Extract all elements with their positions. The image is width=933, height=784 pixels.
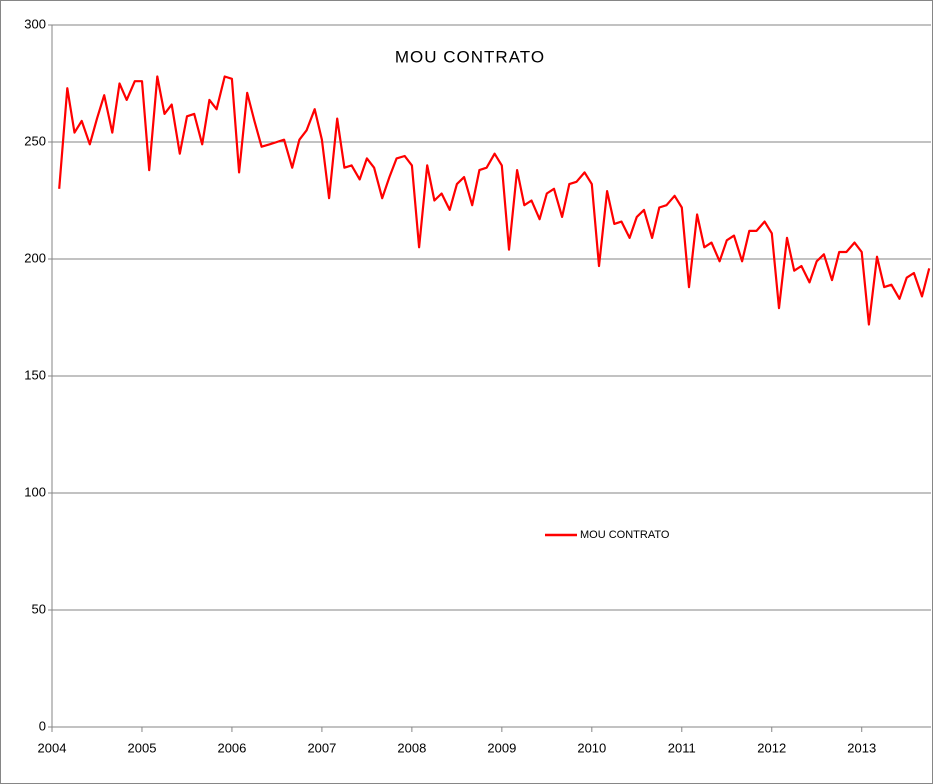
x-tick-label: 2009 xyxy=(487,740,516,755)
chart-title: MOU CONTRATO xyxy=(395,47,545,66)
x-tick-label: 2010 xyxy=(577,740,606,755)
y-tick-label: 300 xyxy=(24,16,46,31)
y-tick-label: 250 xyxy=(24,133,46,148)
y-tick-label: 100 xyxy=(24,484,46,499)
y-tick-label: 200 xyxy=(24,250,46,265)
y-tick-label: 150 xyxy=(24,367,46,382)
legend-label: MOU CONTRATO xyxy=(580,529,670,541)
x-tick-label: 2007 xyxy=(307,740,336,755)
x-tick-label: 2004 xyxy=(38,740,67,755)
x-tick-label: 2011 xyxy=(668,740,696,755)
x-tick-label: 2006 xyxy=(217,740,246,755)
series-line xyxy=(58,75,931,326)
y-tick-label: 0 xyxy=(39,718,46,733)
x-tick-label: 2013 xyxy=(847,740,876,755)
y-tick-label: 50 xyxy=(32,601,46,616)
x-tick-label: 2008 xyxy=(397,740,426,755)
x-tick-label: 2005 xyxy=(128,740,157,755)
x-tick-label: 2012 xyxy=(757,740,786,755)
